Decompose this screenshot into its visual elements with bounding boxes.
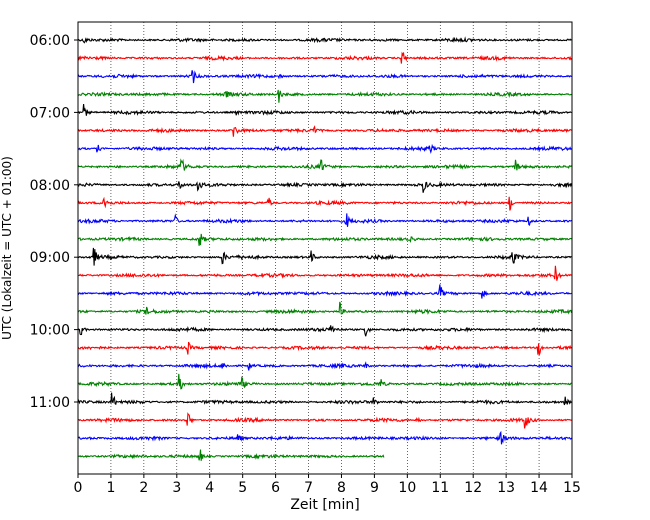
- y-tick-label: 06:00: [30, 33, 70, 49]
- x-axis-ticks: 0 1 2 3 4 5 6 7 8 9 10 11 12 13 14 15: [74, 474, 581, 496]
- x-tick-label: 13: [497, 480, 515, 496]
- x-tick-label: 0: [74, 480, 83, 496]
- trace-line: [77, 181, 573, 193]
- trace-line: [77, 51, 572, 64]
- trace-line: [77, 361, 572, 371]
- y-tick-label: 11:00: [30, 395, 70, 411]
- x-tick-label: 4: [205, 480, 214, 496]
- x-tick-label: 5: [238, 480, 247, 496]
- x-tick-label: 8: [337, 480, 346, 496]
- trace-line: [77, 125, 572, 137]
- trace-line: [77, 373, 572, 390]
- x-axis-label: Zeit [min]: [290, 497, 359, 513]
- trace-line: [77, 104, 572, 116]
- x-tick-label: 1: [106, 480, 115, 496]
- x-tick-label: 11: [431, 480, 449, 496]
- plot-frame: [77, 21, 573, 475]
- x-tick-label: 6: [271, 480, 280, 496]
- trace-line: [77, 430, 572, 445]
- trace-line: [77, 341, 572, 355]
- y-tick-label: 09:00: [30, 250, 70, 266]
- trace-line: [77, 36, 572, 44]
- trace-line: [77, 412, 572, 429]
- x-tick-label: 12: [464, 480, 482, 496]
- trace-line: [77, 158, 572, 171]
- trace-line: [77, 247, 572, 266]
- trace-line: [77, 143, 572, 155]
- trace-line: [77, 89, 572, 103]
- y-tick-label: 08:00: [30, 178, 70, 194]
- x-tick-label: 7: [304, 480, 313, 496]
- x-tick-label: 15: [563, 480, 581, 496]
- x-tick-label: 3: [172, 480, 181, 496]
- seismic-traces: [77, 36, 573, 461]
- x-tick-label: 14: [530, 480, 548, 496]
- x-tick-label: 10: [398, 480, 416, 496]
- trace-line: [77, 325, 572, 337]
- trace-line: [77, 301, 573, 315]
- y-axis-ticks: 06:00 07:00 08:00 09:00 10:00 11:00: [30, 33, 78, 411]
- trace-line: [77, 392, 572, 406]
- trace-line: [77, 70, 572, 84]
- trace-line: [77, 284, 572, 299]
- x-grid: [110, 22, 540, 474]
- trace-line: [77, 265, 572, 281]
- y-tick-label: 10:00: [30, 323, 70, 339]
- trace-line: [77, 196, 572, 211]
- trace-line: [77, 213, 572, 227]
- trace-line: [77, 449, 385, 461]
- trace-line: [77, 233, 572, 246]
- x-tick-label: 2: [139, 480, 148, 496]
- y-axis-label: UTC (Lokalzeit = UTC + 01:00): [0, 156, 14, 340]
- y-tick-label: 07:00: [30, 105, 70, 121]
- x-tick-label: 9: [370, 480, 379, 496]
